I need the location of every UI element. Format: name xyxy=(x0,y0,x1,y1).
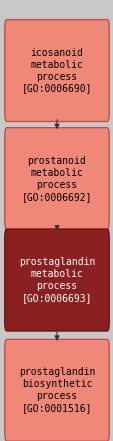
Text: prostanoid
metabolic
process
[GO:0006692]: prostanoid metabolic process [GO:0006692… xyxy=(22,156,91,202)
Text: prostaglandin
biosynthetic
process
[GO:0001516]: prostaglandin biosynthetic process [GO:0… xyxy=(19,367,94,413)
FancyBboxPatch shape xyxy=(5,340,108,441)
Text: prostaglandin
metabolic
process
[GO:0006693]: prostaglandin metabolic process [GO:0006… xyxy=(19,257,94,303)
Text: icosanoid
metabolic
process
[GO:0006690]: icosanoid metabolic process [GO:0006690] xyxy=(22,48,91,93)
FancyBboxPatch shape xyxy=(5,20,108,122)
FancyBboxPatch shape xyxy=(5,229,108,331)
FancyBboxPatch shape xyxy=(5,128,108,230)
